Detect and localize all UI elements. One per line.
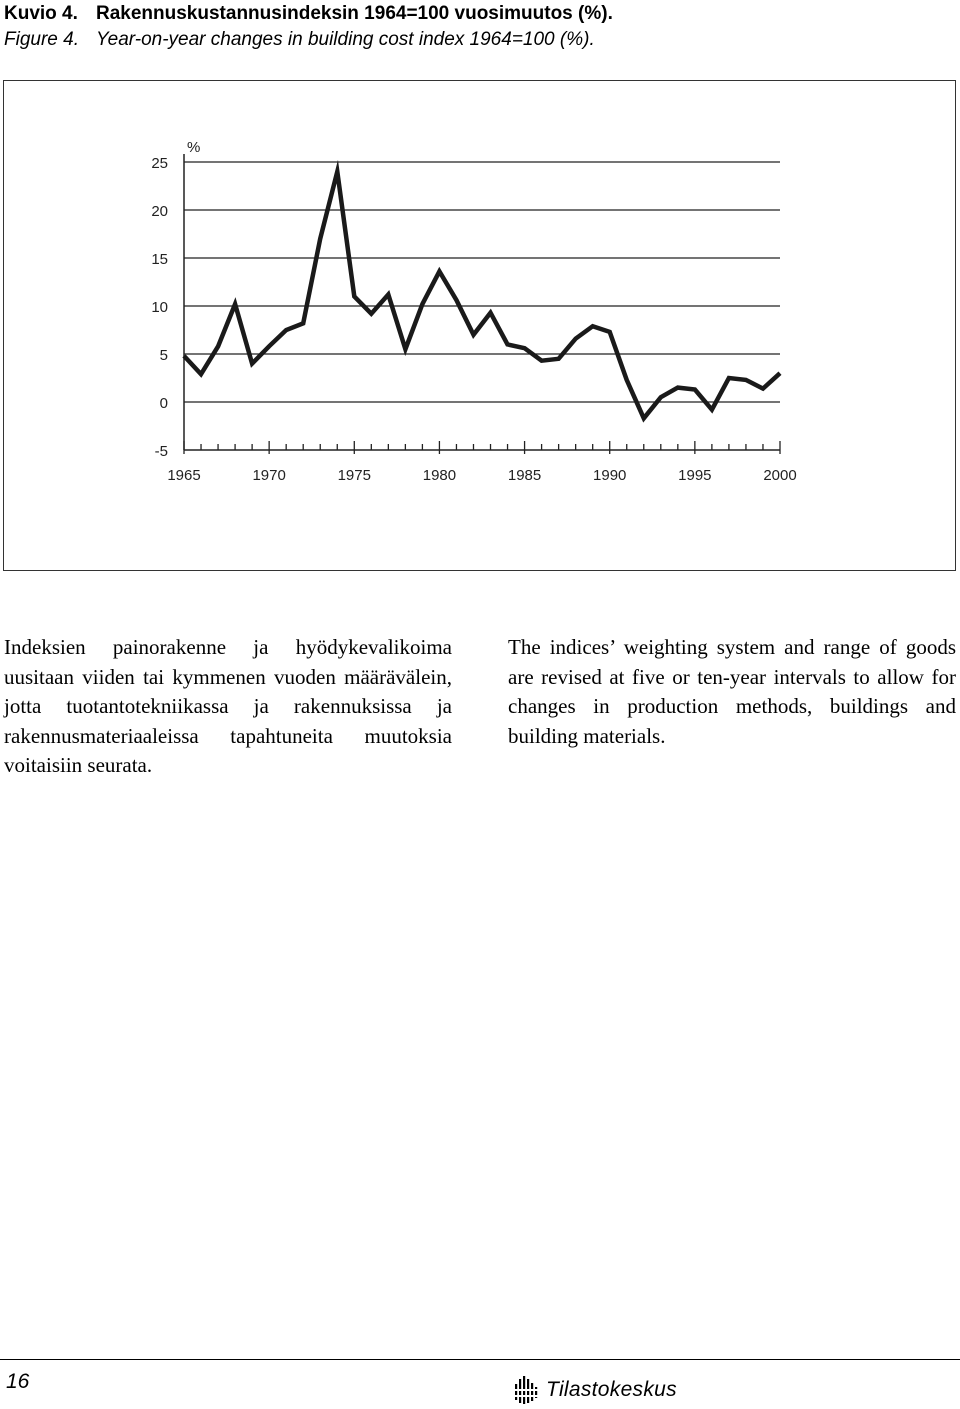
line-chart: 25 20 15 10 5 0 -5 1965 1970 1975 1980 1985 1990 1995… bbox=[151, 139, 796, 484]
y-tick-label: 10 bbox=[151, 299, 168, 316]
y-tick-label: 25 bbox=[151, 155, 168, 172]
figure-label-en: Figure 4. bbox=[4, 29, 79, 50]
x-tick-label: 1985 bbox=[508, 467, 541, 484]
figure-caption-en: Figure 4. Year-on-year changes in buildin… bbox=[4, 29, 595, 51]
y-tick-label: 20 bbox=[151, 203, 168, 220]
x-tick-label: 1980 bbox=[423, 467, 456, 484]
x-tick-label: 1995 bbox=[678, 467, 711, 484]
y-axis-label: % bbox=[187, 139, 200, 156]
figure-label-fi: Kuvio 4. bbox=[4, 3, 78, 24]
series bbox=[182, 159, 782, 423]
page-number: 16 bbox=[6, 1370, 30, 1393]
y-tick-label: -5 bbox=[155, 443, 168, 460]
body-text-fi: Indeksien painorakenne ja hyödykevalikoi… bbox=[4, 635, 452, 777]
body-text-en: The indices’ weighting system and range … bbox=[508, 635, 956, 748]
tilastokeskus-logo-icon bbox=[513, 1376, 541, 1404]
chart-frame: 25 20 15 10 5 0 -5 1965 1970 1975 1980 1985 1990 1995… bbox=[3, 80, 956, 571]
x-tick-label: 1965 bbox=[167, 467, 200, 484]
x-tick-label: 1975 bbox=[338, 467, 371, 484]
x-tick-label: 2000 bbox=[763, 467, 796, 484]
y-tick-label: 5 bbox=[160, 347, 168, 364]
gridlines bbox=[184, 161, 780, 403]
x-tick-label: 1970 bbox=[252, 467, 285, 484]
y-tick-label: 0 bbox=[160, 395, 168, 412]
y-tick-label: 15 bbox=[151, 251, 168, 268]
series-line bbox=[182, 159, 782, 423]
logo-text: Tilastokeskus bbox=[546, 1378, 677, 1401]
x-tick-label: 1990 bbox=[593, 467, 626, 484]
figure-title-en: Year-on-year changes in building cost in… bbox=[96, 29, 595, 50]
figure-title-fi: Rakennuskustannusindeksin 1964=100 vuosi… bbox=[96, 3, 613, 24]
footer-rule bbox=[0, 1359, 960, 1360]
figure-caption-fi: Kuvio 4. Rakennuskustannusindeksin 1964=1… bbox=[4, 3, 613, 25]
tick-labels: 25 20 15 10 5 0 -5 1965 1970 1975 1980 1985 1990 1995… bbox=[151, 139, 796, 484]
publisher-logo: Tilastokeskus bbox=[513, 1374, 677, 1406]
axes bbox=[183, 154, 781, 454]
